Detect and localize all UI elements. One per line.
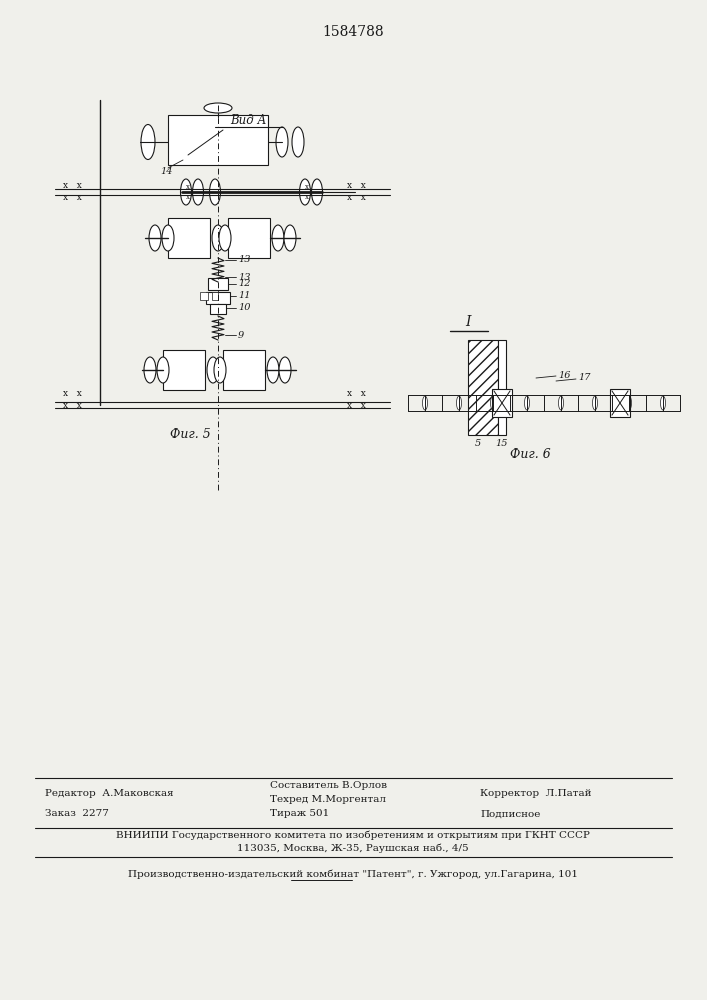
Bar: [208, 278, 228, 290]
Ellipse shape: [312, 179, 322, 205]
Text: 17: 17: [578, 373, 590, 382]
Text: 1584788: 1584788: [322, 25, 384, 39]
Text: x   x: x x: [346, 388, 366, 397]
Ellipse shape: [276, 127, 288, 157]
Text: 5: 5: [475, 438, 481, 448]
Text: 13: 13: [238, 255, 250, 264]
Text: I: I: [465, 315, 471, 329]
Ellipse shape: [292, 127, 304, 157]
Ellipse shape: [559, 396, 563, 410]
Text: 16: 16: [558, 370, 571, 379]
Ellipse shape: [141, 124, 155, 159]
Text: Вид А: Вид А: [230, 113, 267, 126]
Text: ВНИИПИ Государственного комитета по изобретениям и открытиям при ГКНТ СССР: ВНИИПИ Государственного комитета по изоб…: [116, 830, 590, 840]
Ellipse shape: [491, 396, 496, 410]
Text: 14: 14: [160, 166, 173, 176]
Text: x   x: x x: [346, 400, 366, 410]
Text: 15: 15: [496, 438, 508, 448]
Ellipse shape: [457, 396, 462, 410]
Bar: [168, 115, 268, 165]
Ellipse shape: [219, 225, 231, 251]
Bar: [200, 292, 208, 300]
Text: x: x: [186, 193, 190, 201]
Text: Составитель В.Орлов: Составитель В.Орлов: [270, 782, 387, 790]
Ellipse shape: [144, 357, 156, 383]
Ellipse shape: [525, 396, 530, 410]
Ellipse shape: [592, 396, 597, 410]
Ellipse shape: [207, 357, 219, 383]
Bar: [468, 340, 498, 435]
Text: Подписное: Подписное: [480, 810, 540, 818]
Bar: [498, 340, 506, 435]
Bar: [223, 350, 265, 390]
Text: 10: 10: [238, 304, 250, 312]
Ellipse shape: [157, 357, 169, 383]
Text: x: x: [186, 183, 190, 191]
Text: Техред М.Моргентал: Техред М.Моргентал: [270, 796, 386, 804]
Ellipse shape: [267, 357, 279, 383]
Text: x   x: x x: [62, 400, 81, 410]
Text: Производственно-издательский комбинат "Патент", г. Ужгород, ул.Гагарина, 101: Производственно-издательский комбинат "П…: [128, 869, 578, 879]
Text: 9: 9: [238, 330, 244, 340]
Text: Фиг. 6: Фиг. 6: [510, 448, 550, 462]
Bar: [228, 218, 270, 258]
Ellipse shape: [149, 225, 161, 251]
Ellipse shape: [180, 179, 192, 205]
Text: x   x: x x: [62, 192, 81, 202]
Ellipse shape: [660, 396, 665, 410]
Text: x   x: x x: [346, 180, 366, 190]
Text: 12: 12: [238, 279, 250, 288]
Text: x: x: [305, 193, 309, 201]
Text: x: x: [305, 183, 309, 191]
Text: x   x: x x: [62, 180, 81, 190]
Ellipse shape: [162, 225, 174, 251]
Bar: [610, 389, 630, 417]
Ellipse shape: [272, 225, 284, 251]
Text: Редактор  А.Маковская: Редактор А.Маковская: [45, 788, 174, 798]
Ellipse shape: [423, 396, 428, 410]
Bar: [206, 292, 230, 304]
Text: x   x: x x: [346, 192, 366, 202]
Text: 13: 13: [238, 272, 250, 282]
Ellipse shape: [279, 357, 291, 383]
Text: x   x: x x: [62, 388, 81, 397]
Text: Тираж 501: Тираж 501: [270, 810, 329, 818]
Text: Корректор  Л.Патай: Корректор Л.Патай: [480, 788, 592, 798]
Ellipse shape: [626, 396, 631, 410]
Text: 113035, Москва, Ж-35, Раушская наб., 4/5: 113035, Москва, Ж-35, Раушская наб., 4/5: [237, 843, 469, 853]
Bar: [163, 350, 205, 390]
Ellipse shape: [214, 357, 226, 383]
Text: 11: 11: [238, 292, 250, 300]
Bar: [212, 292, 218, 300]
Ellipse shape: [284, 225, 296, 251]
Ellipse shape: [192, 179, 204, 205]
Text: Заказ  2277: Заказ 2277: [45, 810, 109, 818]
Bar: [492, 389, 512, 417]
Ellipse shape: [212, 225, 224, 251]
Ellipse shape: [300, 179, 310, 205]
Ellipse shape: [204, 103, 232, 113]
Bar: [168, 218, 210, 258]
Text: Фиг. 5: Фиг. 5: [170, 428, 211, 442]
Ellipse shape: [209, 179, 221, 205]
Bar: [210, 304, 226, 314]
